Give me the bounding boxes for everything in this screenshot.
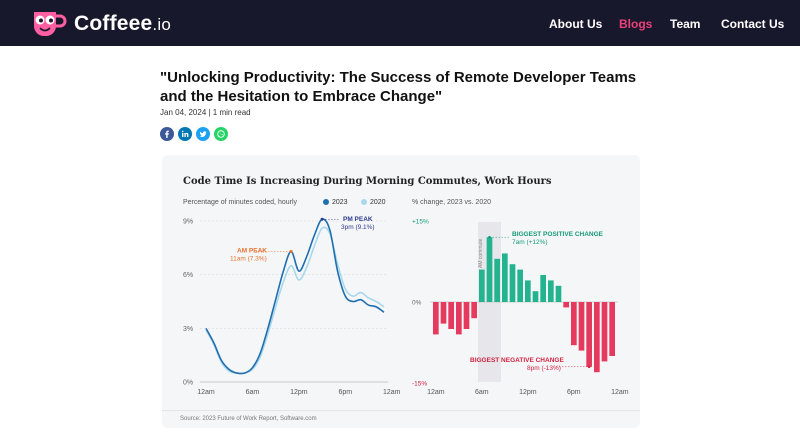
- coffee-cup-logo-icon[interactable]: [28, 8, 68, 38]
- share-facebook-icon[interactable]: [160, 127, 174, 141]
- brand-name[interactable]: Coffeee.io: [74, 12, 171, 35]
- read-time: 1 min read: [212, 108, 251, 117]
- nav-team[interactable]: Team: [670, 17, 701, 31]
- article-title: "Unlocking Productivity: The Success of …: [160, 69, 637, 105]
- nav-blogs[interactable]: Blogs: [619, 17, 653, 31]
- nav-contact-us[interactable]: Contact Us: [721, 17, 785, 31]
- top-navigation: Coffeee.io About Us Blogs Team Contact U…: [0, 0, 800, 46]
- legend-item-2020: 2020: [361, 199, 386, 206]
- share-linkedin-icon[interactable]: [178, 127, 192, 141]
- article-date: Jan 04, 2024: [160, 108, 207, 117]
- figure-source: Source: 2023 Future of Work Report, Soft…: [180, 416, 317, 422]
- share-whatsapp-icon[interactable]: [214, 127, 228, 141]
- line-chart-subtitle: Percentage of minutes coded, hourly: [183, 199, 298, 206]
- nav-about-us[interactable]: About Us: [549, 17, 603, 31]
- legend-item-2023: 2023: [323, 199, 348, 206]
- figure-card: [162, 155, 640, 428]
- article-meta: Jan 04, 2024 | 1 min read: [160, 108, 251, 117]
- figure-title: Code Time Is Increasing During Morning C…: [183, 176, 552, 187]
- card-divider: [162, 410, 640, 411]
- legend-swatch-2023: [323, 199, 329, 205]
- share-twitter-icon[interactable]: [196, 127, 210, 141]
- legend-swatch-2020: [361, 199, 367, 205]
- bar-chart-subtitle: % change, 2023 vs. 2020: [412, 199, 492, 206]
